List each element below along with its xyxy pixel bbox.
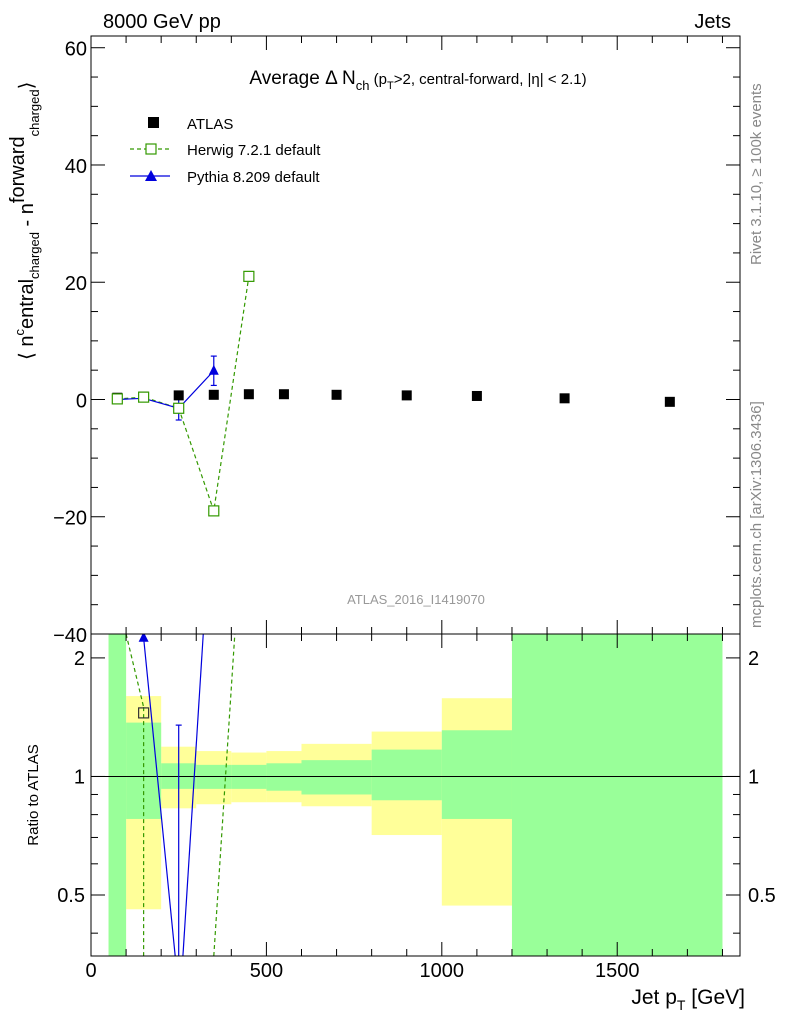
ratio-y-tick-label-right: 0.5 [748, 885, 776, 907]
pythia-line [117, 370, 215, 409]
atlas-point [664, 396, 675, 407]
main-ticks: −40 −20 0 20 40 60 [53, 36, 740, 647]
herwig-ratio-line [125, 634, 145, 708]
ratio-plot: 0.5 0.5 1 1 2 2 [57, 633, 776, 957]
ratio-bands [108, 634, 723, 956]
ratio-lines [91, 634, 740, 956]
ratio-y-tick-label: 0.5 [57, 885, 85, 907]
atlas-point [243, 389, 254, 400]
process-label: Jets [694, 11, 731, 33]
legend-pythia-label: Pythia 8.209 default [187, 169, 320, 186]
pythia-ratio-point [138, 634, 149, 642]
y-axis-label: ⟨ ncentralcharged - nforwardcharged⟩ [7, 82, 42, 360]
main-series [111, 270, 675, 517]
ratio-green-band [511, 634, 723, 956]
legend: ATLAS Herwig 7.2.1 default Pythia 8.209 … [130, 116, 321, 186]
x-axis-label: Jet pT [GeV] [631, 986, 745, 1013]
ratio-green-band [441, 730, 512, 819]
analysis-watermark: ATLAS_2016_I1419070 [347, 592, 485, 607]
y-tick-label: 40 [65, 156, 87, 178]
herwig-point [208, 505, 220, 517]
legend-atlas-label: ATLAS [187, 116, 233, 133]
pythia-ratio-line [143, 637, 176, 956]
x-tick-label: 0 [85, 960, 96, 982]
pythia-ratio-line [182, 634, 204, 956]
herwig-point [173, 402, 185, 414]
y-tick-label: 20 [65, 273, 87, 295]
ratio-y-tick-label: 2 [74, 648, 85, 670]
herwig-ratio-point [138, 707, 150, 719]
atlas-point [208, 389, 219, 400]
y-tick-label: −40 [53, 625, 87, 647]
ratio-green-band [108, 634, 127, 956]
legend-herwig-marker [145, 143, 157, 155]
ratio-y-tick-label: 1 [74, 766, 85, 788]
herwig-ratio-line [213, 634, 236, 956]
chart-title: Average Δ Nch (pT>2, central-forward, |η… [249, 68, 586, 93]
x-tick-labels: 0 500 1000 1500 [85, 960, 639, 982]
energy-label: 8000 GeV pp [103, 11, 221, 33]
ratio-green-band [301, 760, 372, 795]
atlas-point [278, 389, 289, 400]
atlas-point [401, 390, 412, 401]
legend-atlas-marker [148, 117, 159, 128]
pythia-point [208, 364, 219, 375]
legend-herwig-label: Herwig 7.2.1 default [187, 142, 321, 159]
atlas-point [331, 389, 342, 400]
atlas-point [471, 390, 482, 401]
y-tick-label: 0 [76, 390, 87, 412]
x-tick-label: 500 [250, 960, 283, 982]
ratio-green-band [266, 763, 302, 791]
atlas-point [559, 393, 570, 404]
y-tick-label: 60 [65, 39, 87, 61]
x-tick-label: 1000 [420, 960, 465, 982]
legend-pythia-marker [145, 170, 157, 181]
ratio-y-label: Ratio to ATLAS [25, 744, 42, 845]
x-tick-label: 1500 [595, 960, 640, 982]
ratio-y-tick-label-right: 1 [748, 766, 759, 788]
ratio-green-band [371, 749, 442, 801]
ratio-ticks: 0.5 0.5 1 1 2 2 [57, 634, 776, 956]
herwig-point [111, 393, 123, 405]
rivet-label: Rivet 3.1.10, ≥ 100k events [748, 83, 765, 265]
y-tick-label: −20 [53, 508, 87, 530]
herwig-point [243, 270, 255, 282]
mcplots-label: mcplots.cern.ch [arXiv:1306.3436] [748, 401, 765, 628]
herwig-point [138, 391, 150, 403]
ratio-y-tick-label-right: 2 [748, 648, 759, 670]
atlas-point [173, 390, 184, 401]
ratio-frame [90, 633, 741, 957]
